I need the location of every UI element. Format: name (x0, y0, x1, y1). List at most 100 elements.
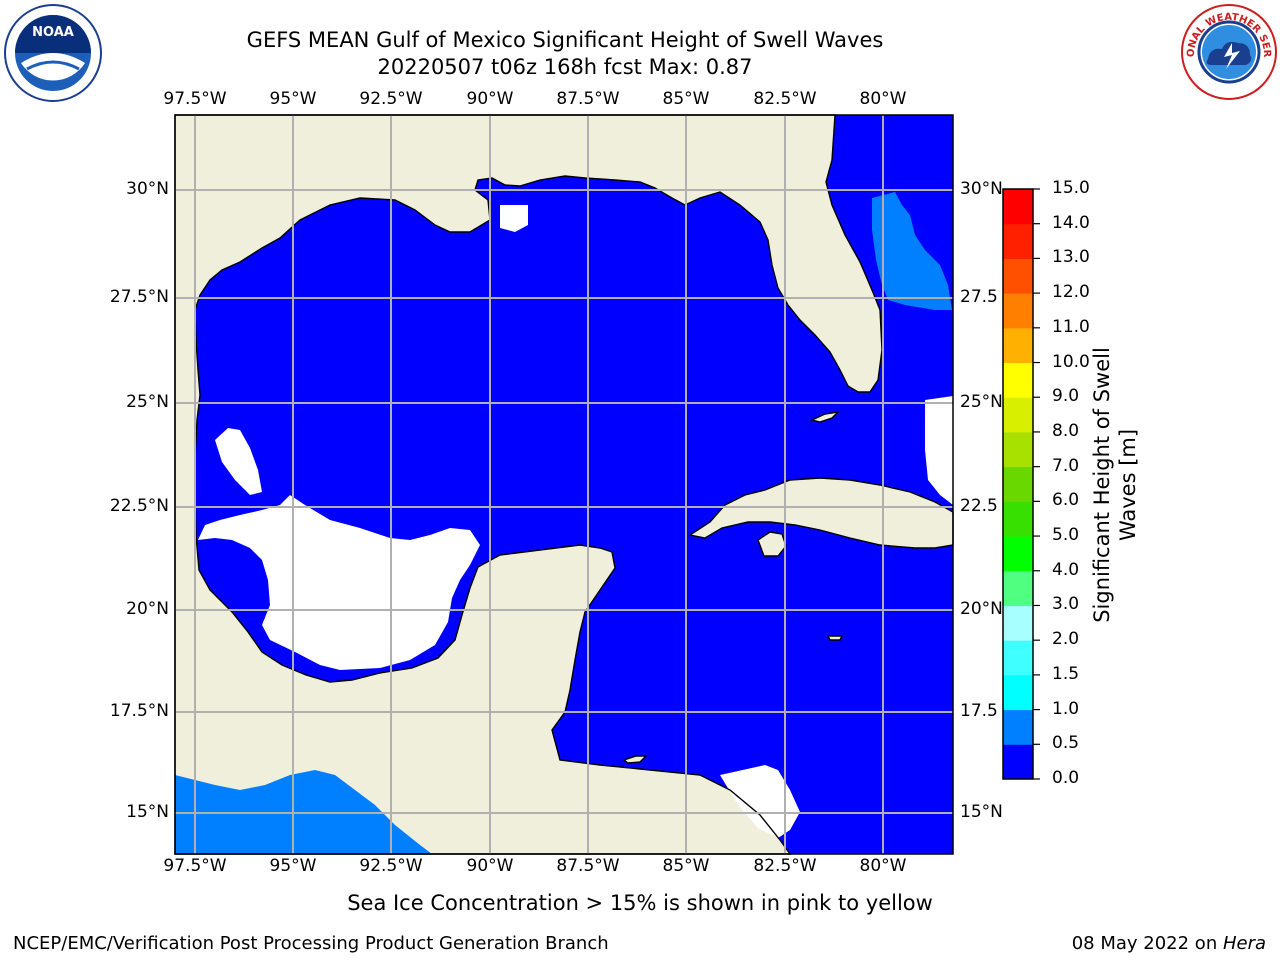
colorbar-segment (1003, 744, 1033, 780)
lat-label-right: 15°N (960, 802, 1003, 822)
colorbar-segment (1003, 258, 1033, 294)
colorbar-tick-label: 9.0 (1052, 386, 1080, 407)
nodata-louisiana (500, 205, 528, 232)
nodata-atlantic-east (925, 396, 953, 505)
colorbar-tick-label: 10.0 (1052, 351, 1090, 372)
map-frame (174, 114, 954, 855)
land-isla-juventud (758, 532, 786, 556)
colorbar-tick-marks (1033, 188, 1040, 780)
coastline-north-america (174, 114, 883, 855)
colorbar-tick-label: 2.0 (1052, 629, 1080, 650)
lon-label-bottom: 80°W (859, 856, 907, 876)
lon-label-top: 95°W (269, 89, 317, 109)
lon-label-bottom: 97.5°W (163, 856, 227, 876)
lat-label-left: 30°N (126, 179, 169, 199)
lon-label-bottom: 82.5°W (753, 856, 817, 876)
lon-label-bottom: 90°W (466, 856, 514, 876)
colorbar-tick-label: 12.0 (1052, 282, 1090, 303)
colorbar-segment (1003, 466, 1033, 502)
lat-label-right: 25°N (960, 392, 1003, 412)
no-data-regions (198, 205, 953, 838)
colorbar-segment (1003, 536, 1033, 572)
sea-ice-note: Sea Ice Concentration > 15% is shown in … (347, 891, 933, 915)
lon-label-bottom: 87.5°W (556, 856, 620, 876)
lon-label-top: 82.5°W (753, 89, 817, 109)
colorbar-segment (1003, 362, 1033, 398)
footer-host: Hera (1222, 933, 1266, 954)
colorbar-tick-label: 0.0 (1052, 768, 1080, 788)
nodata-mexico-shelf (198, 495, 480, 670)
lat-label-right: 27.5 (960, 287, 998, 307)
colorbar-tick-label: 8.0 (1052, 420, 1080, 441)
lon-label-top: 97.5°W (163, 89, 227, 109)
footer-branch: NCEP/EMC/Verification Post Processing Pr… (13, 933, 609, 954)
lon-label-top: 92.5°W (359, 89, 423, 109)
lat-label-left: 25°N (126, 392, 169, 412)
footer-date: 08 May 2022 on Hera (1072, 933, 1266, 954)
colorbar-segment (1003, 570, 1033, 606)
nodata-honduras-coast (720, 765, 800, 838)
colorbar-tick-label: 14.0 (1052, 212, 1090, 233)
lat-label-left: 27.5°N (109, 287, 169, 307)
lon-label-top: 85°W (662, 89, 710, 109)
colorbar-tick-label: 3.0 (1052, 594, 1080, 615)
colorbar-segment (1003, 327, 1033, 364)
colorbar-segment (1003, 501, 1033, 537)
colorbar-tick-label: 0.5 (1052, 733, 1080, 754)
lon-label-top: 80°W (859, 89, 907, 109)
lon-label-bottom: 92.5°W (359, 856, 423, 876)
noaa-logo: NOAA (4, 4, 102, 102)
lon-label-bottom: 85°W (662, 856, 710, 876)
colorbar-tick-label: 4.0 (1052, 559, 1080, 580)
colorbar-segment (1003, 223, 1033, 259)
nodata-texas-patch (215, 428, 262, 495)
lat-label-right: 22.5 (960, 496, 998, 516)
colorbar-tick-label: 13.0 (1052, 247, 1090, 268)
chart-title: GEFS MEAN Gulf of Mexico Significant Hei… (246, 28, 884, 52)
chart-subtitle: 20220507 t06z 168h fcst Max: 0.87 (377, 55, 753, 79)
colorbar (1003, 189, 1033, 780)
colorbar-title-line1: Significant Height of Swell (1090, 347, 1114, 623)
lat-label-left: 20°N (126, 599, 169, 619)
lat-label-left: 17.5°N (109, 701, 169, 721)
colorbar-frame (1002, 188, 1034, 780)
lon-label-top: 87.5°W (556, 89, 620, 109)
lon-label-bottom: 95°W (269, 856, 317, 876)
coastline-cayman (826, 635, 844, 641)
colorbar-segment (1003, 605, 1033, 641)
colorbar-tick-label: 11.0 (1052, 316, 1090, 337)
colorbar-segment (1003, 189, 1033, 225)
colorbar-segment (1003, 674, 1033, 711)
land-areas (175, 115, 953, 854)
land-cayman (828, 636, 842, 640)
colorbar-segment (1003, 293, 1033, 329)
swell-atlantic-patch (872, 192, 952, 310)
land-north-america (175, 115, 882, 854)
noaa-logo-text: NOAA (32, 25, 74, 40)
coastline-swan-islands (622, 755, 648, 764)
lat-label-left: 22.5°N (109, 496, 169, 516)
footer-date-text: 08 May 2022 on (1071, 933, 1223, 954)
colorbar-segment (1003, 709, 1033, 745)
colorbar-tick-label: 15.0 (1052, 178, 1090, 198)
land-florida-keys (812, 412, 838, 422)
colorbar-segment (1003, 640, 1033, 676)
land-cuba (690, 478, 953, 548)
lat-label-left: 15°N (126, 802, 169, 822)
colorbar-tick-label: 7.0 (1052, 455, 1080, 476)
lat-label-right: 20°N (960, 599, 1003, 619)
colorbar-title-line2: Waves [m] (1116, 428, 1140, 542)
lon-label-top: 90°W (466, 89, 514, 109)
colorbar-segment (1003, 431, 1033, 468)
coastline-florida-keys (809, 410, 841, 423)
lat-label-right: 17.5 (960, 701, 998, 721)
colorbar-tick-label: 1.0 (1052, 698, 1080, 719)
lat-label-right: 30°N (960, 179, 1003, 199)
nws-logo: NATIONAL WEATHER SERVICE (1180, 3, 1277, 100)
colorbar-tick-label: 6.0 (1052, 490, 1080, 511)
colorbar-tick-label: 1.5 (1052, 663, 1080, 684)
colorbar-tick-label: 5.0 (1052, 525, 1080, 546)
colorbar-segment (1003, 397, 1033, 433)
graticule (175, 115, 953, 854)
